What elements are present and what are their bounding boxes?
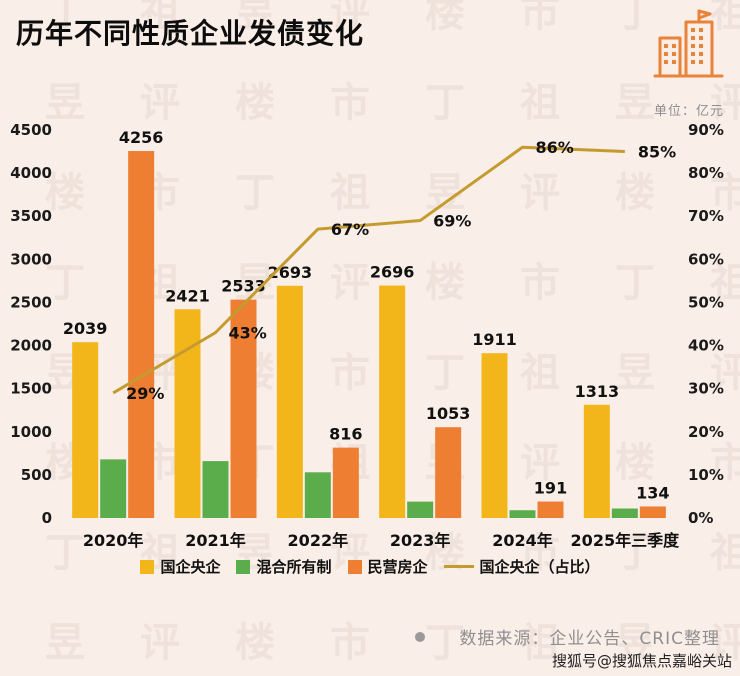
value-label: 1911 xyxy=(472,330,517,349)
value-label: 2421 xyxy=(165,286,210,305)
bar-line-chart: 0 500 1000 1500 2000 2500 3000 3500 4000 4500 0% 10… xyxy=(10,121,724,550)
left-axis-tick: 3500 xyxy=(10,207,52,225)
bar xyxy=(611,508,638,518)
right-axis-tick: 90% xyxy=(688,121,724,139)
legend-item: 混合所有制 xyxy=(236,556,332,577)
bar xyxy=(379,285,406,518)
right-axis-tick: 60% xyxy=(688,250,724,268)
unit-label: 单位：亿元 xyxy=(653,104,724,119)
bar xyxy=(537,501,564,518)
bar xyxy=(128,151,155,519)
bar xyxy=(72,342,99,518)
category-label: 2020年 xyxy=(83,531,144,550)
ratio-label: 67% xyxy=(331,220,369,239)
bar xyxy=(435,427,462,518)
ratio-label: 86% xyxy=(536,138,574,157)
ratio-label: 29% xyxy=(126,384,164,403)
bar xyxy=(509,510,536,518)
right-axis-tick: 80% xyxy=(688,164,724,182)
left-axis-tick: 1000 xyxy=(10,423,52,441)
value-label: 2533 xyxy=(221,277,266,296)
ratio-line xyxy=(112,145,625,395)
right-axis-tick: 0% xyxy=(688,509,713,527)
legend-swatch xyxy=(443,565,474,568)
legend-label: 国企央企 xyxy=(160,558,221,576)
right-axis-tick: 30% xyxy=(688,380,724,398)
category-label: 2024年 xyxy=(492,531,553,550)
bullet-dot xyxy=(415,631,426,642)
bar xyxy=(230,299,257,518)
legend-label: 民营房企 xyxy=(367,558,428,576)
bar xyxy=(174,309,201,518)
left-axis-tick: 3000 xyxy=(10,250,52,268)
bar xyxy=(332,447,359,518)
page-title: 历年不同性质企业发债变化 xyxy=(16,17,365,50)
category-label: 2022年 xyxy=(288,531,349,550)
legend-swatch xyxy=(236,559,251,574)
right-axis-tick: 70% xyxy=(688,207,724,225)
legend-item: 民营房企 xyxy=(347,556,428,577)
value-label: 4256 xyxy=(119,128,164,147)
right-axis-tick: 20% xyxy=(688,423,724,441)
chart-legend: 国企央企 混合所有制 民营房企 国企央企（占比） xyxy=(0,556,740,577)
data-source: 数据来源：企业公告、CRIC整理 xyxy=(459,629,720,649)
bar xyxy=(100,459,127,518)
left-axis-tick: 4000 xyxy=(10,164,52,182)
ratio-label: 85% xyxy=(638,143,676,162)
category-label: 2025年三季度 xyxy=(571,531,681,550)
source-row: 数据来源：企业公告、CRIC整理 xyxy=(0,624,740,649)
value-label: 816 xyxy=(329,425,362,444)
category-label: 2021年 xyxy=(185,531,246,550)
sohu-credit: 搜狐号@搜狐焦点嘉峪关站 xyxy=(551,652,732,670)
legend-label: 混合所有制 xyxy=(256,558,332,576)
value-label: 2039 xyxy=(63,319,108,338)
legend-label: 国企央企（占比） xyxy=(479,558,600,576)
value-label: 1313 xyxy=(575,382,620,401)
left-axis-tick: 0 xyxy=(42,509,52,527)
legend-swatch xyxy=(347,559,362,574)
buildings-icon xyxy=(652,6,726,88)
value-label: 134 xyxy=(636,483,669,502)
left-axis-tick: 4500 xyxy=(10,121,52,139)
ratio-label: 69% xyxy=(433,212,471,231)
bar xyxy=(202,461,229,518)
bar xyxy=(481,353,508,518)
right-axis-tick: 10% xyxy=(688,466,724,484)
left-axis-tick: 2000 xyxy=(10,337,52,355)
left-axis-tick: 1500 xyxy=(10,380,52,398)
category-label: 2023年 xyxy=(390,531,451,550)
bar xyxy=(276,285,303,518)
left-axis-tick: 2500 xyxy=(10,293,52,311)
ratio-label: 43% xyxy=(229,324,267,343)
right-axis-tick: 40% xyxy=(688,337,724,355)
legend-swatch xyxy=(140,559,155,574)
left-axis-tick: 500 xyxy=(21,466,52,484)
bar xyxy=(407,501,434,518)
right-axis-tick: 50% xyxy=(688,293,724,311)
value-label: 2696 xyxy=(370,263,415,282)
legend-item: 国企央企 xyxy=(140,556,220,577)
value-label: 1053 xyxy=(426,404,471,423)
bar xyxy=(583,404,610,518)
bar xyxy=(639,506,666,518)
bar xyxy=(304,472,331,518)
value-label: 191 xyxy=(534,479,567,498)
legend-item: 国企央企（占比） xyxy=(443,556,600,577)
